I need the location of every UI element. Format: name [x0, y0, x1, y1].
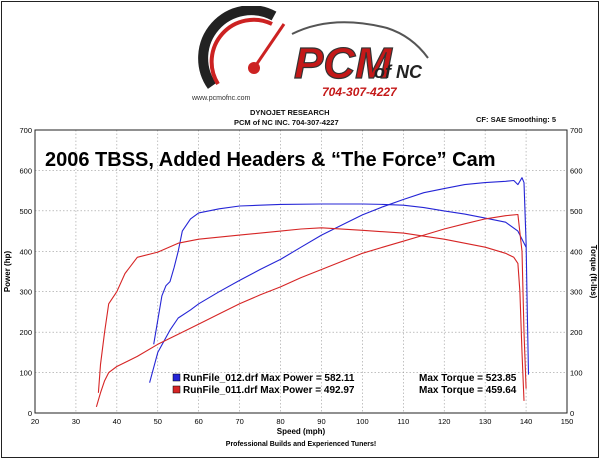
y-tick-label-left: 200 — [19, 328, 32, 337]
x-tick-label: 50 — [154, 417, 162, 426]
logo-phone-text: 704-307-4227 — [322, 85, 398, 99]
pcm-logo: PCM of NC 704-307-4227 www.pcmofnc.com — [191, 6, 429, 102]
dyno-research-label: DYNOJET RESEARCH — [250, 108, 330, 117]
x-tick-label: 80 — [276, 417, 284, 426]
y-tick-label-left: 100 — [19, 369, 32, 378]
logo-pcm-text: PCM — [294, 39, 393, 88]
y-tick-label-right: 600 — [570, 166, 583, 175]
y-tick-label-right: 0 — [570, 409, 574, 418]
legend-power-text: RunFile_011.drf Max Power = 492.97 — [183, 385, 355, 396]
x-tick-label: 40 — [113, 417, 121, 426]
x-tick-label: 100 — [356, 417, 369, 426]
footer-tagline: Professional Builds and Experienced Tune… — [226, 441, 376, 448]
x-tick-label: 20 — [31, 417, 39, 426]
plot-area — [34, 129, 568, 414]
y-tick-label-right: 700 — [570, 126, 583, 135]
y-tick-label-left: 300 — [19, 288, 32, 297]
x-tick-label: 140 — [520, 417, 533, 426]
x-tick-label: 150 — [561, 417, 574, 426]
y-tick-label-left: 400 — [19, 247, 32, 256]
series-line-power-run011 — [95, 213, 527, 408]
y-axis-left-label: Power (hp) — [3, 251, 12, 293]
series-lines — [95, 177, 530, 408]
series-line-power-run012 — [149, 177, 530, 383]
x-tick-label: 130 — [479, 417, 492, 426]
tach-arc-icon — [198, 6, 277, 89]
x-axis-label: Speed (mph) — [277, 427, 326, 436]
y-tick-label-right: 200 — [570, 328, 583, 337]
legend: RunFile_012.drf Max Power = 582.11 Max To… — [172, 373, 517, 396]
y-tick-label-left: 0 — [28, 409, 32, 418]
series-line-torque-run011 — [97, 227, 525, 401]
y-tick-label-left: 600 — [19, 166, 32, 175]
y-tick-label-right: 100 — [570, 369, 583, 378]
y-tick-label-left: 500 — [19, 207, 32, 216]
tach-needle-icon — [252, 23, 286, 69]
series-line-torque-run012 — [153, 203, 527, 345]
shop-name-label: PCM of NC INC. 704-307-4227 — [234, 118, 339, 127]
y-tick-label-right: 400 — [570, 247, 583, 256]
logo-url-text: www.pcmofnc.com — [191, 95, 251, 102]
car-silhouette-icon — [291, 21, 429, 59]
y-tick-label-left: 700 — [19, 126, 32, 135]
grid — [34, 129, 568, 414]
x-tick-label: 120 — [438, 417, 451, 426]
x-tick-label: 110 — [397, 417, 409, 426]
x-tick-label: 90 — [317, 417, 325, 426]
legend-torque-text: Max Torque = 459.64 — [419, 385, 517, 396]
legend-swatch — [172, 385, 181, 394]
y-tick-label-right: 300 — [570, 288, 583, 297]
legend-swatch — [172, 373, 181, 382]
y-tick-label-right: 500 — [570, 207, 583, 216]
y-axis-right-label: Torque (ft-lbs) — [589, 245, 598, 299]
legend-torque-text: Max Torque = 523.85 — [419, 373, 517, 384]
x-tick-label: 60 — [195, 417, 203, 426]
cf-smoothing-label: CF: SAE Smoothing: 5 — [476, 115, 556, 124]
logo-suffix-text: of NC — [374, 62, 423, 82]
x-tick-label: 30 — [72, 417, 80, 426]
legend-power-text: RunFile_012.drf Max Power = 582.11 — [183, 373, 355, 384]
x-tick-label: 70 — [235, 417, 243, 426]
chart-title: 2006 TBSS, Added Headers & “The Force” C… — [45, 149, 496, 171]
